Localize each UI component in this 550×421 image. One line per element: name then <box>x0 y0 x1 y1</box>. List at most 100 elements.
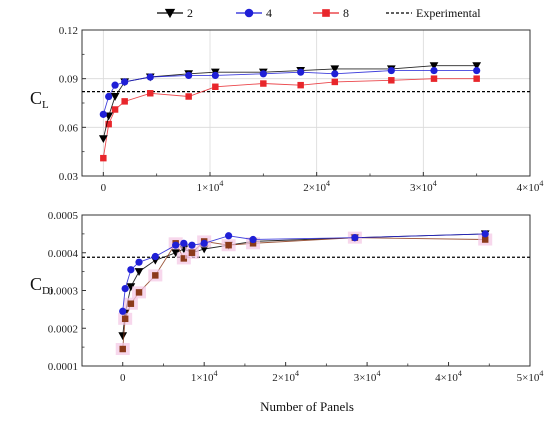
p1-axes-frame <box>81 214 531 367</box>
p1-series-8-point-10 <box>249 240 257 247</box>
p0-xtick-label-3: 3×104 <box>410 179 437 194</box>
p1-series-2-point-5 <box>171 249 181 258</box>
p0-series-4-point-12 <box>473 66 481 75</box>
p1-xtick-label-3: 3×104 <box>354 369 381 384</box>
p0-series-8-point-5 <box>185 93 192 100</box>
p1-ytick-label-1: 0.0002 <box>48 323 78 335</box>
legend-label-3: Experimental <box>416 6 481 20</box>
p0-xtick-exp-2: 4 <box>326 179 330 188</box>
p0-series-line-4 <box>102 70 477 115</box>
p0-series-8-point-8 <box>297 81 304 89</box>
p1-series-4-point-11 <box>351 234 359 242</box>
p1-xtick-label-1: 1×104 <box>191 369 218 384</box>
p1-xtick-exp-3: 4 <box>376 369 380 378</box>
p1-series-4-point-4 <box>151 252 159 261</box>
p0-series-4-point-1 <box>105 92 113 101</box>
p1-series-4-point-5 <box>172 241 180 249</box>
p0-series-4-point-0 <box>99 110 107 118</box>
chart-cdi: 0 1×104 2×104 3×104 4×104 5×104 0.0001 0.0002 0.… <box>30 210 543 384</box>
p1-xtick-label-2: 2×104 <box>272 369 299 384</box>
p0-series-8-point-4 <box>147 90 154 97</box>
p1-series-8-point-2 <box>127 300 135 307</box>
p1-series-2-point-2 <box>126 283 136 292</box>
p0-series-8-point-0 <box>100 154 107 162</box>
p1-series-8-point-4 <box>152 272 159 279</box>
legend-label-2: 8 <box>343 6 349 20</box>
p1-xtick-exp-4: 4 <box>458 369 462 378</box>
p0-ytick-label-1: 0.06 <box>59 122 79 134</box>
p0-series-4-point-11 <box>430 66 438 75</box>
p1-series-8-point-3 <box>135 289 143 296</box>
p0-series-8-point-3 <box>121 98 128 105</box>
legend: 2 4 8 Experimental <box>157 6 481 20</box>
p0-series-4-point-10 <box>387 66 395 75</box>
p0-ytick-label-3: 0.12 <box>59 25 78 37</box>
p1-xtick-label-0: 0 <box>120 372 126 384</box>
p0-y-axis-label-sub: L <box>42 99 49 111</box>
p1-ytick-label-3: 0.0004 <box>48 248 79 260</box>
p1-series-4-point-3 <box>135 258 143 266</box>
p0-series-4-point-4 <box>146 73 154 81</box>
p0-series-8-point-7 <box>260 80 267 87</box>
p1-xtick-exp-2: 4 <box>295 369 299 378</box>
p0-series-8-point-11 <box>430 75 438 82</box>
p0-series-4-point-8 <box>297 68 305 76</box>
p1-series-8-point-1 <box>121 315 129 323</box>
p1-y-axis-label: CDi <box>30 274 53 297</box>
legend-label-0: 2 <box>187 6 193 20</box>
p1-series-4-point-10 <box>249 235 257 244</box>
legend-marker-2 <box>322 9 330 17</box>
p0-series-4-point-5 <box>185 71 193 80</box>
p1-ytick-label-0: 0.0001 <box>48 361 78 373</box>
p1-ytick-label-2: 0.0003 <box>48 286 79 298</box>
p0-series-4-point-6 <box>211 71 219 80</box>
chart-cl: 0 1×104 2×104 3×104 4×104 0.03 0.06 0.09 0.12 CL <box>30 25 543 194</box>
p1-series-4-point-7 <box>188 241 196 249</box>
p1-series-8-point-7 <box>188 249 196 256</box>
p0-series-2-point-2 <box>110 93 120 101</box>
p0-series-8-point-10 <box>388 77 395 84</box>
p1-series-2-point-3 <box>134 268 144 276</box>
p1-series-8-point-0 <box>119 345 126 353</box>
p1-xtick-exp-1: 4 <box>214 369 218 378</box>
p0-series-4-point-2 <box>111 81 119 89</box>
p0-series-8-point-2 <box>111 106 119 113</box>
p0-series-4-point-3 <box>121 78 129 86</box>
p0-series-2-point-11 <box>429 62 439 71</box>
p0-axes-frame <box>81 29 531 177</box>
p0-xtick-exp-4: 4 <box>539 179 543 188</box>
p0-series-4-point-7 <box>259 70 267 78</box>
p0-y-axis-label: CL <box>30 88 49 111</box>
p1-xtick-label-4: 4×104 <box>435 369 462 384</box>
p1-series-4-point-1 <box>121 285 129 293</box>
p1-series-4-point-12 <box>481 230 489 238</box>
p1-xtick-exp-5: 4 <box>539 369 543 378</box>
p1-series-4-point-2 <box>127 266 135 274</box>
p0-xtick-label-2: 2×104 <box>303 179 330 194</box>
p0-series-8-point-9 <box>331 78 339 86</box>
p0-ytick-label-0: 0.03 <box>59 171 79 183</box>
p0-xtick-exp-3: 4 <box>433 179 437 188</box>
p1-y-axis-label-sub: Di <box>42 285 53 297</box>
p1-ytick-label-4: 0.0005 <box>48 210 79 222</box>
p0-xtick-label-1: 1×104 <box>197 179 224 194</box>
p1-series-2-point-8 <box>199 245 209 254</box>
p1-series-4-point-0 <box>119 307 127 315</box>
p0-series-8-point-1 <box>105 120 112 128</box>
p0-ytick-label-2: 0.09 <box>59 74 79 86</box>
p0-series-8-point-12 <box>473 75 480 82</box>
legend-marker-1 <box>244 8 254 18</box>
legend-marker-0 <box>164 8 176 19</box>
p1-series-4-point-6 <box>180 239 188 247</box>
p0-series-line-8 <box>102 78 477 159</box>
p1-series-8-point-9 <box>225 241 232 249</box>
p1-xtick-label-5: 5×104 <box>517 369 544 384</box>
p0-series-2-point-12 <box>472 62 482 71</box>
p1-series-8-point-6 <box>180 255 188 262</box>
p1-series-4-point-9 <box>225 232 233 240</box>
p0-xtick-label-0: 0 <box>101 182 107 194</box>
p1-series-4-point-8 <box>200 239 208 247</box>
p0-xtick-exp-1: 4 <box>219 179 223 188</box>
p1-series-2-point-0 <box>118 332 128 341</box>
